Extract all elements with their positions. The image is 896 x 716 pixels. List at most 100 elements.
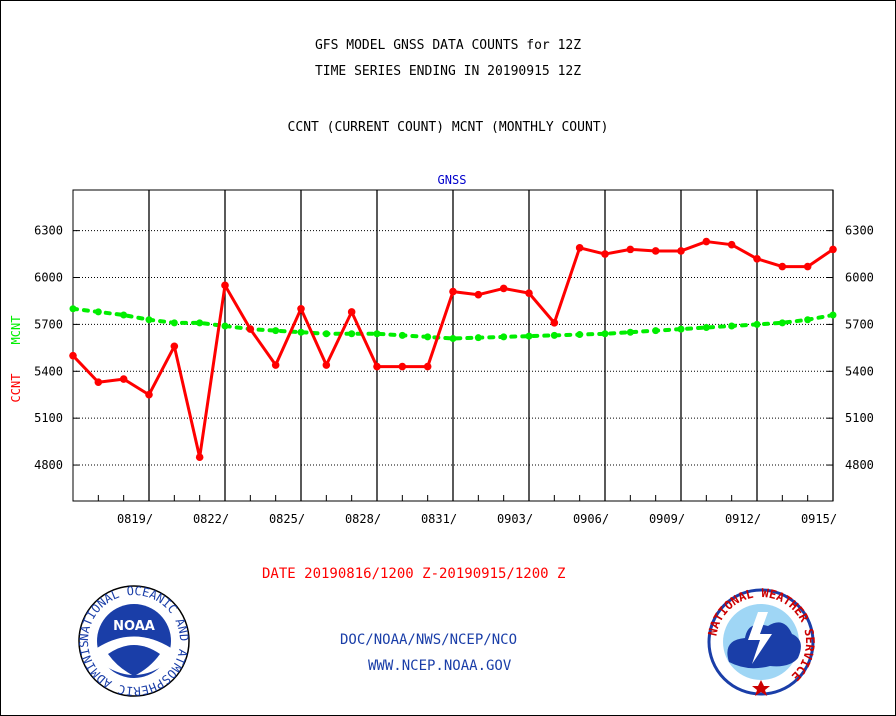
data-point-ccnt (601, 250, 609, 258)
data-point-mcnt (398, 331, 406, 339)
data-point-ccnt (651, 247, 660, 255)
data-point-mcnt (322, 330, 330, 338)
y-axis-label-ccnt: CCNT (9, 374, 23, 403)
y-tick-label-right: 6300 (845, 224, 874, 238)
data-point-mcnt (196, 319, 204, 327)
y-axis-label-mcnt: MCNT (9, 316, 23, 345)
data-point-mcnt (373, 330, 381, 338)
y-tick-label-right: 4800 (845, 458, 874, 472)
data-point-ccnt (195, 453, 204, 462)
chart-title-line-2: TIME SERIES ENDING IN 20190915 12Z (314, 64, 582, 79)
noaa-logo-text: NOAA (113, 619, 155, 634)
noaa-logo: NATIONAL OCEANIC AND ATMOSPHERIC ADMINIS… (0, 0, 191, 698)
data-point-ccnt (829, 245, 837, 254)
x-tick-label: 0903/ (497, 512, 533, 526)
y-axis-ticks: 4800 4800 5100 5100 5400 5400 5700 5700 6000 6000… (34, 224, 874, 472)
data-point-mcnt (145, 316, 153, 324)
x-tick-label: 0828/ (345, 512, 381, 526)
chart-subtitle: CCNT (CURRENT COUNT) MCNT (MONTHLY COUNT… (287, 120, 609, 135)
data-point-ccnt (727, 240, 736, 249)
data-point-ccnt (94, 378, 103, 387)
plot-title-gnss: GNSS (438, 173, 467, 187)
data-point-ccnt (550, 319, 559, 327)
data-point-mcnt (449, 334, 457, 342)
y-tick-label-left: 4800 (34, 458, 63, 472)
series-ccnt (69, 237, 837, 462)
data-point-ccnt (474, 290, 483, 299)
data-point-mcnt (626, 328, 634, 336)
y-tick-label-right: 6000 (845, 271, 874, 285)
data-point-mcnt (652, 327, 660, 335)
y-tick-label-left: 5100 (34, 411, 63, 425)
date-range-label: DATE 20190816/1200 Z-20190915/1200 Z (262, 566, 566, 582)
data-point-mcnt (120, 311, 128, 319)
data-point-ccnt (246, 325, 255, 333)
data-point-mcnt (804, 316, 812, 324)
x-tick-label: 0819/ (117, 512, 153, 526)
y-tick-label-right: 5400 (845, 364, 874, 378)
data-point-mcnt (424, 333, 432, 341)
y-tick-label-left: 6000 (34, 271, 63, 285)
nws-logo: NATIONAL WEATHER SERVICE (705, 586, 817, 696)
data-point-mcnt (728, 322, 736, 330)
data-point-mcnt (677, 325, 685, 333)
y-tick-label-right: 5700 (845, 317, 874, 331)
data-point-mcnt (69, 305, 77, 313)
data-point-ccnt (778, 262, 787, 271)
x-tick-label: 0906/ (573, 512, 609, 526)
y-tick-label-left: 6300 (34, 224, 63, 238)
data-point-ccnt (677, 247, 685, 255)
data-point-mcnt (778, 319, 786, 327)
data-point-mcnt (94, 308, 102, 316)
data-point-ccnt (423, 362, 432, 371)
data-point-ccnt (145, 390, 153, 399)
data-point-mcnt (550, 331, 558, 339)
data-point-ccnt (525, 289, 533, 297)
data-point-ccnt (170, 342, 179, 351)
noaa-ring-text: NATIONAL OCEANIC AND ATMOSPHERIC ADMINIS… (0, 0, 191, 698)
x-axis-ticks: 0819/0822/0825/0828/0831/0903/0906/0909/… (72, 495, 837, 526)
y-tick-label-left: 5700 (34, 317, 63, 331)
data-point-mcnt (348, 330, 356, 338)
data-point-mcnt (221, 322, 229, 330)
y-tick-label-right: 5100 (845, 411, 874, 425)
data-point-ccnt (119, 375, 128, 383)
chart-grid (73, 190, 834, 501)
data-point-ccnt (271, 361, 280, 369)
data-point-mcnt (753, 320, 761, 328)
data-point-ccnt (449, 287, 457, 296)
data-point-ccnt (322, 361, 331, 369)
data-point-mcnt (576, 331, 584, 339)
data-point-ccnt (221, 281, 229, 290)
data-point-ccnt (702, 237, 711, 246)
data-point-mcnt (170, 319, 178, 327)
y-tick-label-left: 5400 (34, 364, 63, 378)
data-point-mcnt (601, 330, 609, 338)
data-point-ccnt (499, 284, 508, 293)
data-point-ccnt (297, 304, 305, 313)
data-point-ccnt (753, 254, 761, 263)
data-point-mcnt (297, 328, 305, 336)
data-point-mcnt (500, 333, 508, 341)
data-point-mcnt (474, 334, 482, 342)
x-tick-label: 0822/ (193, 512, 229, 526)
data-point-mcnt (702, 324, 710, 332)
data-point-ccnt (803, 262, 812, 271)
data-point-ccnt (373, 362, 381, 371)
org-line: DOC/NOAA/NWS/NCEP/NCO (340, 632, 518, 648)
chart-title-line-1: GFS MODEL GNSS DATA COUNTS for 12Z (314, 38, 582, 53)
x-tick-label: 0831/ (421, 512, 457, 526)
x-tick-label: 0825/ (269, 512, 305, 526)
data-point-mcnt (829, 311, 837, 319)
data-point-mcnt (525, 332, 533, 340)
data-point-ccnt (69, 351, 77, 360)
svg-text:NATIONAL OCEANIC AND ATMOSPHER: NATIONAL OCEANIC AND ATMOSPHERIC ADMINIS… (0, 0, 191, 698)
x-tick-label: 0912/ (725, 512, 761, 526)
data-point-ccnt (575, 244, 584, 252)
url-line: WWW.NCEP.NOAA.GOV (368, 658, 512, 674)
x-tick-label: 0915/ (801, 512, 837, 526)
data-point-ccnt (347, 308, 356, 316)
data-point-mcnt (272, 327, 280, 335)
data-point-ccnt (626, 245, 635, 254)
